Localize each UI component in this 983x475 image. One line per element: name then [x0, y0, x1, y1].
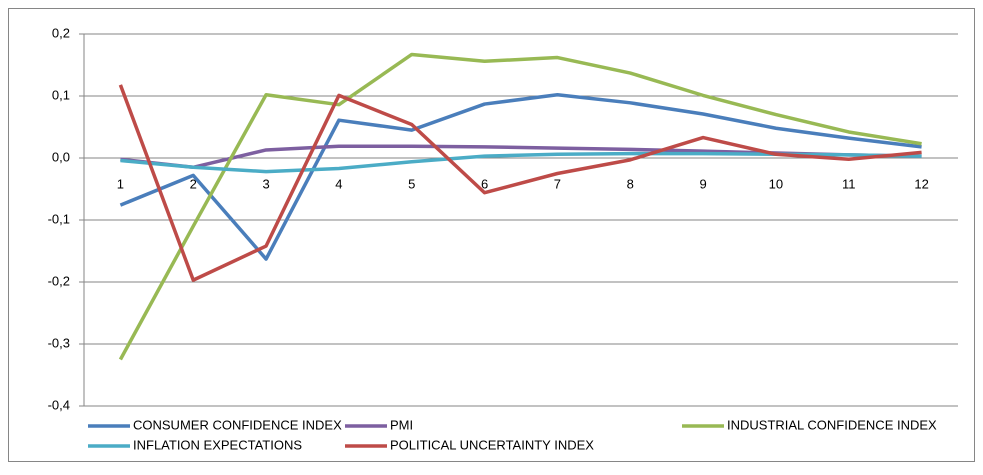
y-tick-label: -0,4 — [48, 397, 70, 412]
y-tick-label: -0,1 — [48, 211, 70, 226]
y-tick-label: 0,2 — [52, 25, 70, 40]
x-tick-label: 1 — [117, 176, 124, 191]
y-tick-label: 0,0 — [52, 149, 70, 164]
x-tick-label: 12 — [914, 176, 928, 191]
x-tick-label: 8 — [627, 176, 634, 191]
legend-label: INFLATION EXPECTATIONS — [133, 437, 302, 452]
x-tick-label: 9 — [699, 176, 706, 191]
x-tick-label: 4 — [335, 176, 342, 191]
legend-label: POLITICAL UNCERTAINTY INDEX — [390, 437, 594, 452]
y-tick-label: -0,2 — [48, 273, 70, 288]
series-line — [118, 52, 922, 361]
x-tick-label: 2 — [190, 176, 197, 191]
series-line — [118, 84, 922, 282]
x-tick-label: 7 — [554, 176, 561, 191]
x-tick-label: 5 — [408, 176, 415, 191]
chart-border — [8, 8, 975, 462]
legend-label: CONSUMER CONFIDENCE INDEX — [133, 417, 342, 432]
x-tick-label: 3 — [262, 176, 269, 191]
series-line — [119, 93, 922, 261]
x-tick-label: 11 — [842, 176, 856, 191]
y-tick-label: -0,3 — [48, 335, 70, 350]
x-tick-label: 10 — [769, 176, 783, 191]
y-tick-label: 0,1 — [52, 87, 70, 102]
legend-label: INDUSTRIAL CONFIDENCE INDEX — [727, 417, 937, 432]
legend-label: PMI — [390, 417, 413, 432]
x-tick-label: 6 — [481, 176, 488, 191]
